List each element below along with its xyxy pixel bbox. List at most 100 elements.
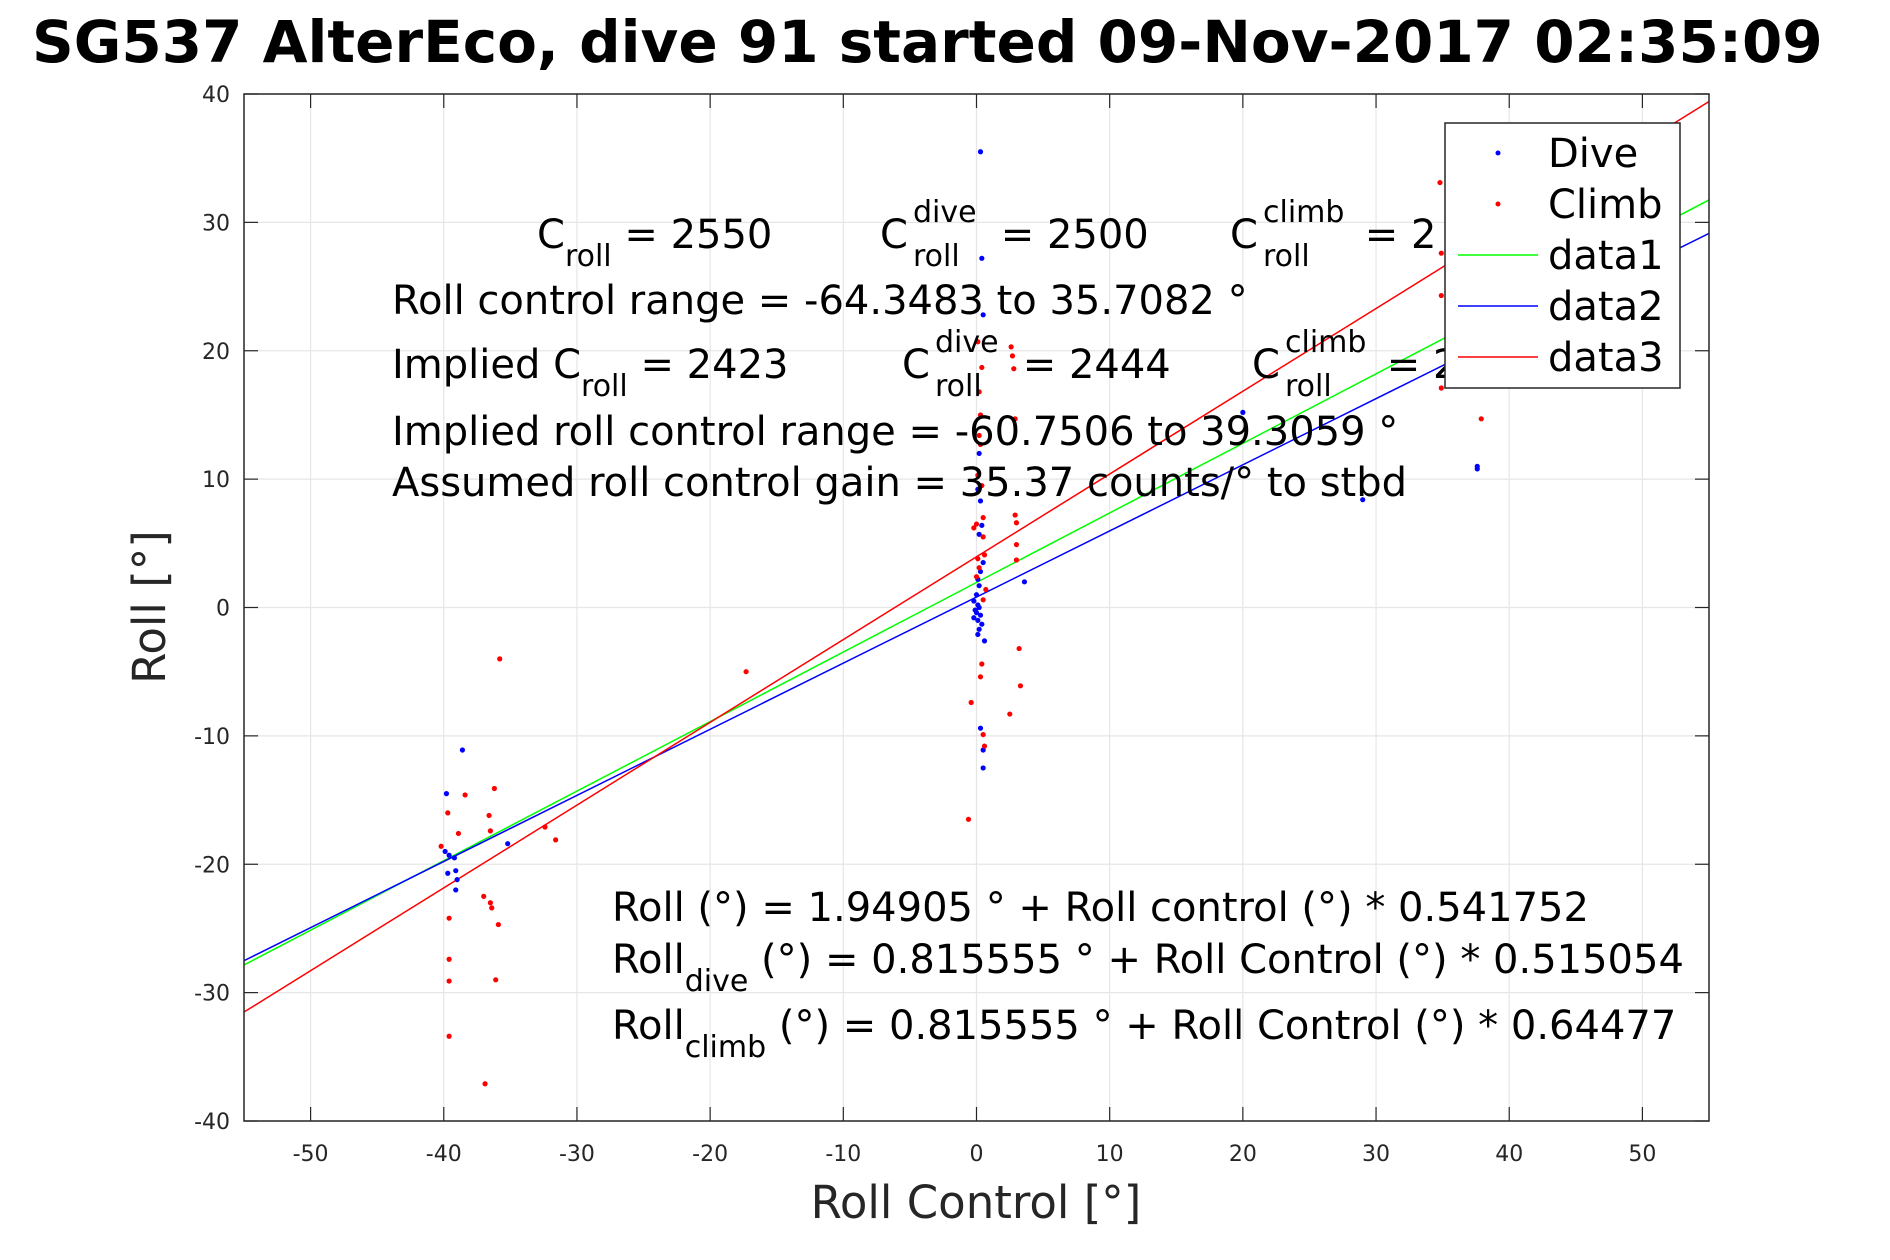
climb-point bbox=[976, 565, 982, 571]
y-tick-label: -40 bbox=[194, 1110, 230, 1135]
x-tick-label: -10 bbox=[825, 1142, 861, 1167]
dive-point bbox=[975, 486, 981, 492]
dive-point bbox=[976, 583, 982, 589]
dive-point bbox=[977, 149, 984, 155]
y-tick-label: -30 bbox=[194, 982, 230, 1007]
climb-point bbox=[446, 956, 452, 962]
x-tick-label: 10 bbox=[1096, 1142, 1124, 1167]
dive-point bbox=[1474, 463, 1480, 469]
implied-c-roll-pre: Implied C bbox=[392, 342, 581, 388]
chart-title: SG537 AlterEco, dive 91 started 09-Nov-2… bbox=[32, 8, 1823, 76]
climb-point bbox=[977, 674, 984, 680]
dive-point bbox=[979, 621, 985, 627]
legend-label-data3: data3 bbox=[1548, 335, 1664, 381]
climb-point bbox=[1013, 557, 1020, 563]
climb-point bbox=[486, 812, 492, 819]
climb-point bbox=[971, 525, 977, 531]
climb-point bbox=[446, 1033, 452, 1039]
c-roll-climb-main: C bbox=[1230, 212, 1258, 258]
fit-dive-sub: dive bbox=[685, 964, 749, 999]
climb-point bbox=[481, 893, 487, 899]
c-roll-climb-value: = 2 bbox=[1352, 212, 1436, 258]
annotation-fit-dive: Rolldive (°) = 0.815555 ° + Roll Control… bbox=[612, 937, 1684, 999]
dive-point bbox=[980, 559, 986, 566]
x-tick-label: 20 bbox=[1229, 1142, 1257, 1167]
climb-point bbox=[965, 816, 972, 822]
x-axis-label: Roll Control [°] bbox=[811, 1176, 1142, 1229]
climb-point bbox=[981, 552, 988, 558]
dive-point bbox=[977, 612, 984, 618]
annotation-implied-c-roll: Implied Croll = 2423 bbox=[392, 342, 788, 404]
climb-point bbox=[979, 364, 985, 371]
legend-label-climb: Climb bbox=[1548, 182, 1663, 228]
dive-point bbox=[979, 522, 985, 528]
climb-point bbox=[455, 830, 462, 837]
climb-point bbox=[973, 574, 980, 580]
dive-point bbox=[976, 626, 982, 632]
climb-point bbox=[491, 785, 497, 792]
x-tick-label: -20 bbox=[692, 1142, 728, 1167]
climb-point bbox=[493, 977, 499, 983]
dive-point bbox=[1240, 409, 1246, 415]
c-roll-dive-value: = 2500 bbox=[988, 212, 1149, 258]
climb-point bbox=[968, 699, 974, 706]
climb-point bbox=[489, 905, 495, 911]
x-tick-label: -50 bbox=[293, 1142, 329, 1167]
fit-climb-rest: (°) = 0.815555 ° + Roll Control (°) * 0.… bbox=[766, 1003, 1676, 1049]
annotation-implied-range: Implied roll control range = -60.7506 to… bbox=[392, 409, 1398, 455]
dive-point bbox=[976, 531, 982, 537]
climb-point bbox=[1007, 711, 1013, 717]
dive-point bbox=[443, 791, 450, 797]
climb-point bbox=[1013, 520, 1020, 526]
fit-climb-sub: climb bbox=[685, 1030, 766, 1065]
climb-point bbox=[1438, 292, 1444, 299]
dive-point bbox=[454, 877, 460, 883]
y-tick-label: -20 bbox=[194, 853, 230, 878]
climb-point bbox=[438, 843, 444, 849]
data-points bbox=[438, 149, 1484, 1087]
climb-point bbox=[975, 556, 981, 562]
legend-marker-climb bbox=[1495, 201, 1501, 207]
dive-point bbox=[980, 765, 986, 771]
dive-point bbox=[459, 747, 466, 753]
dive-point bbox=[971, 615, 977, 621]
axis-ticks: -50 -40 -30 -20 -10 0 10 20 30 40 50 -40 -30 -20 -10 0 1… bbox=[194, 83, 1709, 1167]
climb-point bbox=[1017, 683, 1024, 689]
y-tick-label: 0 bbox=[216, 597, 230, 622]
dive-point bbox=[442, 848, 448, 855]
legend-label-data2: data2 bbox=[1548, 284, 1664, 330]
dive-point bbox=[975, 617, 981, 623]
dive-point bbox=[977, 498, 984, 504]
climb-point bbox=[979, 482, 985, 489]
implied-c-roll-dive-sup: dive bbox=[935, 325, 999, 360]
climb-point bbox=[975, 472, 981, 478]
y-tick-label: 40 bbox=[202, 83, 230, 108]
legend-label-dive: Dive bbox=[1548, 131, 1638, 177]
c-roll-dive-sup: dive bbox=[913, 195, 977, 230]
y-tick-label: 20 bbox=[202, 340, 230, 365]
annotation-roll-control-range: Roll control range = -64.3483 to 35.7082… bbox=[392, 278, 1248, 324]
climb-point bbox=[1438, 385, 1444, 391]
x-tick-label: -40 bbox=[426, 1142, 462, 1167]
dive-point bbox=[980, 312, 986, 318]
climb-point bbox=[1009, 353, 1016, 359]
fit-climb-main: Roll bbox=[612, 1003, 685, 1049]
c-roll-dive-main: C bbox=[880, 212, 908, 258]
x-tick-label: 50 bbox=[1628, 1142, 1656, 1167]
climb-point bbox=[977, 441, 984, 448]
dive-point bbox=[977, 725, 984, 731]
x-tick-label: 40 bbox=[1495, 1142, 1523, 1167]
plot-frame bbox=[243, 93, 1710, 1122]
dive-point bbox=[976, 450, 982, 457]
implied-c-roll-climb-sub: roll bbox=[1285, 369, 1332, 404]
climb-point bbox=[973, 521, 980, 527]
climb-point bbox=[981, 743, 988, 749]
climb-point bbox=[553, 837, 559, 843]
climb-point bbox=[976, 389, 982, 395]
climb-point bbox=[1013, 541, 1020, 548]
dive-point bbox=[973, 610, 980, 616]
